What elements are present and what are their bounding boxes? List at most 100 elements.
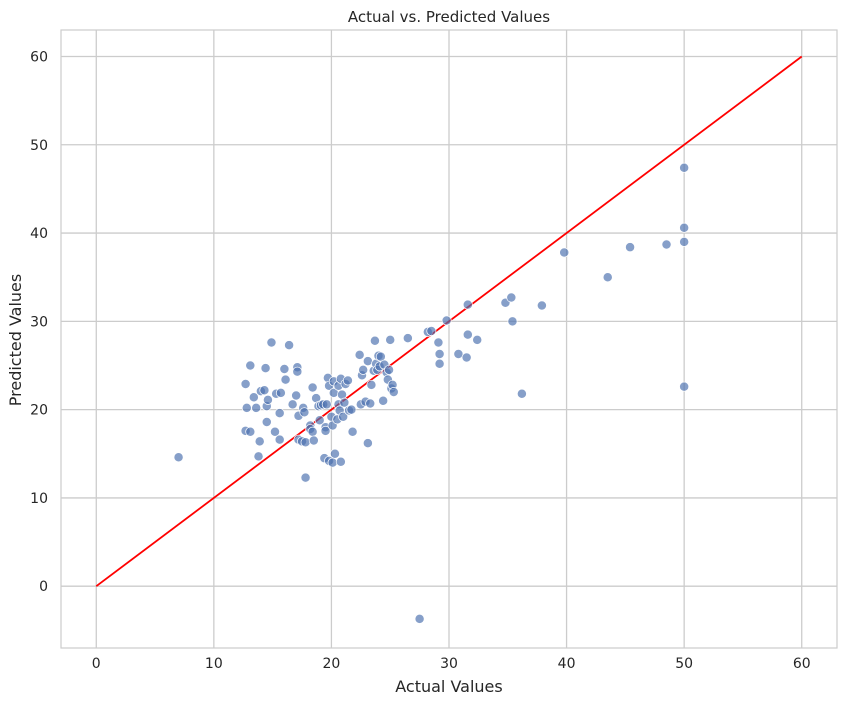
data-point [661, 239, 672, 250]
data-point [270, 426, 280, 437]
data-point [284, 340, 295, 351]
data-point [307, 382, 318, 393]
data-point [307, 426, 318, 437]
data-point [679, 162, 690, 173]
data-point [335, 456, 346, 467]
data-point [453, 349, 464, 359]
data-point [299, 407, 310, 418]
data-point [321, 399, 332, 410]
data-point [462, 329, 473, 340]
data-point [414, 613, 425, 624]
data-point [262, 394, 273, 405]
x-tick-label: 60 [793, 656, 811, 672]
data-point [559, 247, 570, 258]
data-point [245, 360, 256, 371]
x-tick-label: 50 [675, 656, 693, 672]
data-point [354, 349, 365, 360]
y-tick-label: 20 [30, 403, 48, 419]
y-tick-label: 30 [30, 314, 48, 330]
data-point [339, 397, 350, 408]
grid-lines [61, 30, 837, 648]
y-tick-label: 60 [30, 49, 48, 65]
data-point [291, 390, 302, 401]
data-point [327, 457, 338, 468]
data-point [441, 315, 452, 326]
data-point [330, 448, 340, 459]
data-point [314, 415, 325, 426]
plot-frame [60, 29, 838, 649]
x-tick-label: 30 [440, 656, 458, 672]
data-point [369, 335, 380, 346]
x-tick-label: 10 [205, 656, 223, 672]
data-point [385, 334, 396, 345]
data-point [384, 364, 394, 375]
data-point [358, 364, 369, 375]
data-point [245, 426, 256, 437]
chart-title: Actual vs. Predicted Values [348, 8, 550, 26]
data-point [462, 299, 473, 310]
data-point [260, 363, 271, 374]
data-point [434, 358, 445, 369]
data-point [275, 387, 286, 398]
data-point [426, 326, 437, 337]
data-point [461, 352, 472, 363]
data-point [402, 333, 413, 344]
data-point [516, 388, 527, 399]
data-point [300, 472, 311, 483]
data-point [320, 425, 331, 436]
data-point [266, 337, 277, 348]
data-point [279, 364, 290, 374]
x-tick-label: 40 [558, 656, 576, 672]
x-tick-labels: 0 10 20 30 40 50 60 [92, 656, 811, 672]
data-point [433, 337, 444, 348]
y-tick-label: 50 [30, 138, 48, 154]
data-point [274, 408, 285, 419]
data-point [292, 366, 303, 377]
data-point [241, 402, 252, 413]
data-point [173, 452, 184, 463]
y-tick-label: 0 [39, 579, 48, 595]
data-point [536, 300, 547, 311]
data-point [506, 292, 517, 303]
data-point [507, 316, 518, 327]
data-point [434, 349, 445, 359]
y-axis-title: Predicted Values [6, 274, 25, 406]
data-point [365, 398, 376, 409]
y-tick-labels: 0 10 20 30 40 50 60 [30, 49, 48, 595]
data-point [472, 334, 483, 345]
data-point [253, 451, 264, 462]
data-point [625, 242, 636, 253]
data-point [347, 426, 358, 437]
x-tick-label: 0 [92, 656, 101, 672]
data-point [259, 385, 270, 396]
data-point [287, 399, 298, 410]
data-point [362, 356, 373, 367]
data-point [338, 411, 349, 422]
data-point [679, 236, 690, 247]
data-point [602, 272, 613, 283]
data-point [274, 434, 285, 445]
data-point [388, 387, 399, 397]
data-point [254, 436, 265, 447]
y-tick-label: 40 [30, 226, 48, 242]
data-point [261, 417, 272, 427]
data-point [346, 404, 357, 415]
data-point [362, 438, 373, 449]
x-axis-title: Actual Values [395, 677, 502, 696]
data-points [173, 162, 690, 624]
data-point [280, 374, 291, 385]
data-point [251, 402, 262, 413]
y-tick-label: 10 [30, 491, 48, 507]
data-point [342, 375, 353, 386]
data-point [679, 222, 690, 233]
x-tick-label: 20 [323, 656, 341, 672]
data-point [248, 392, 259, 403]
data-point [366, 379, 377, 390]
data-point [308, 435, 319, 446]
data-point [679, 381, 690, 392]
data-point [378, 395, 389, 406]
data-point [240, 379, 251, 389]
data-point [300, 437, 311, 448]
